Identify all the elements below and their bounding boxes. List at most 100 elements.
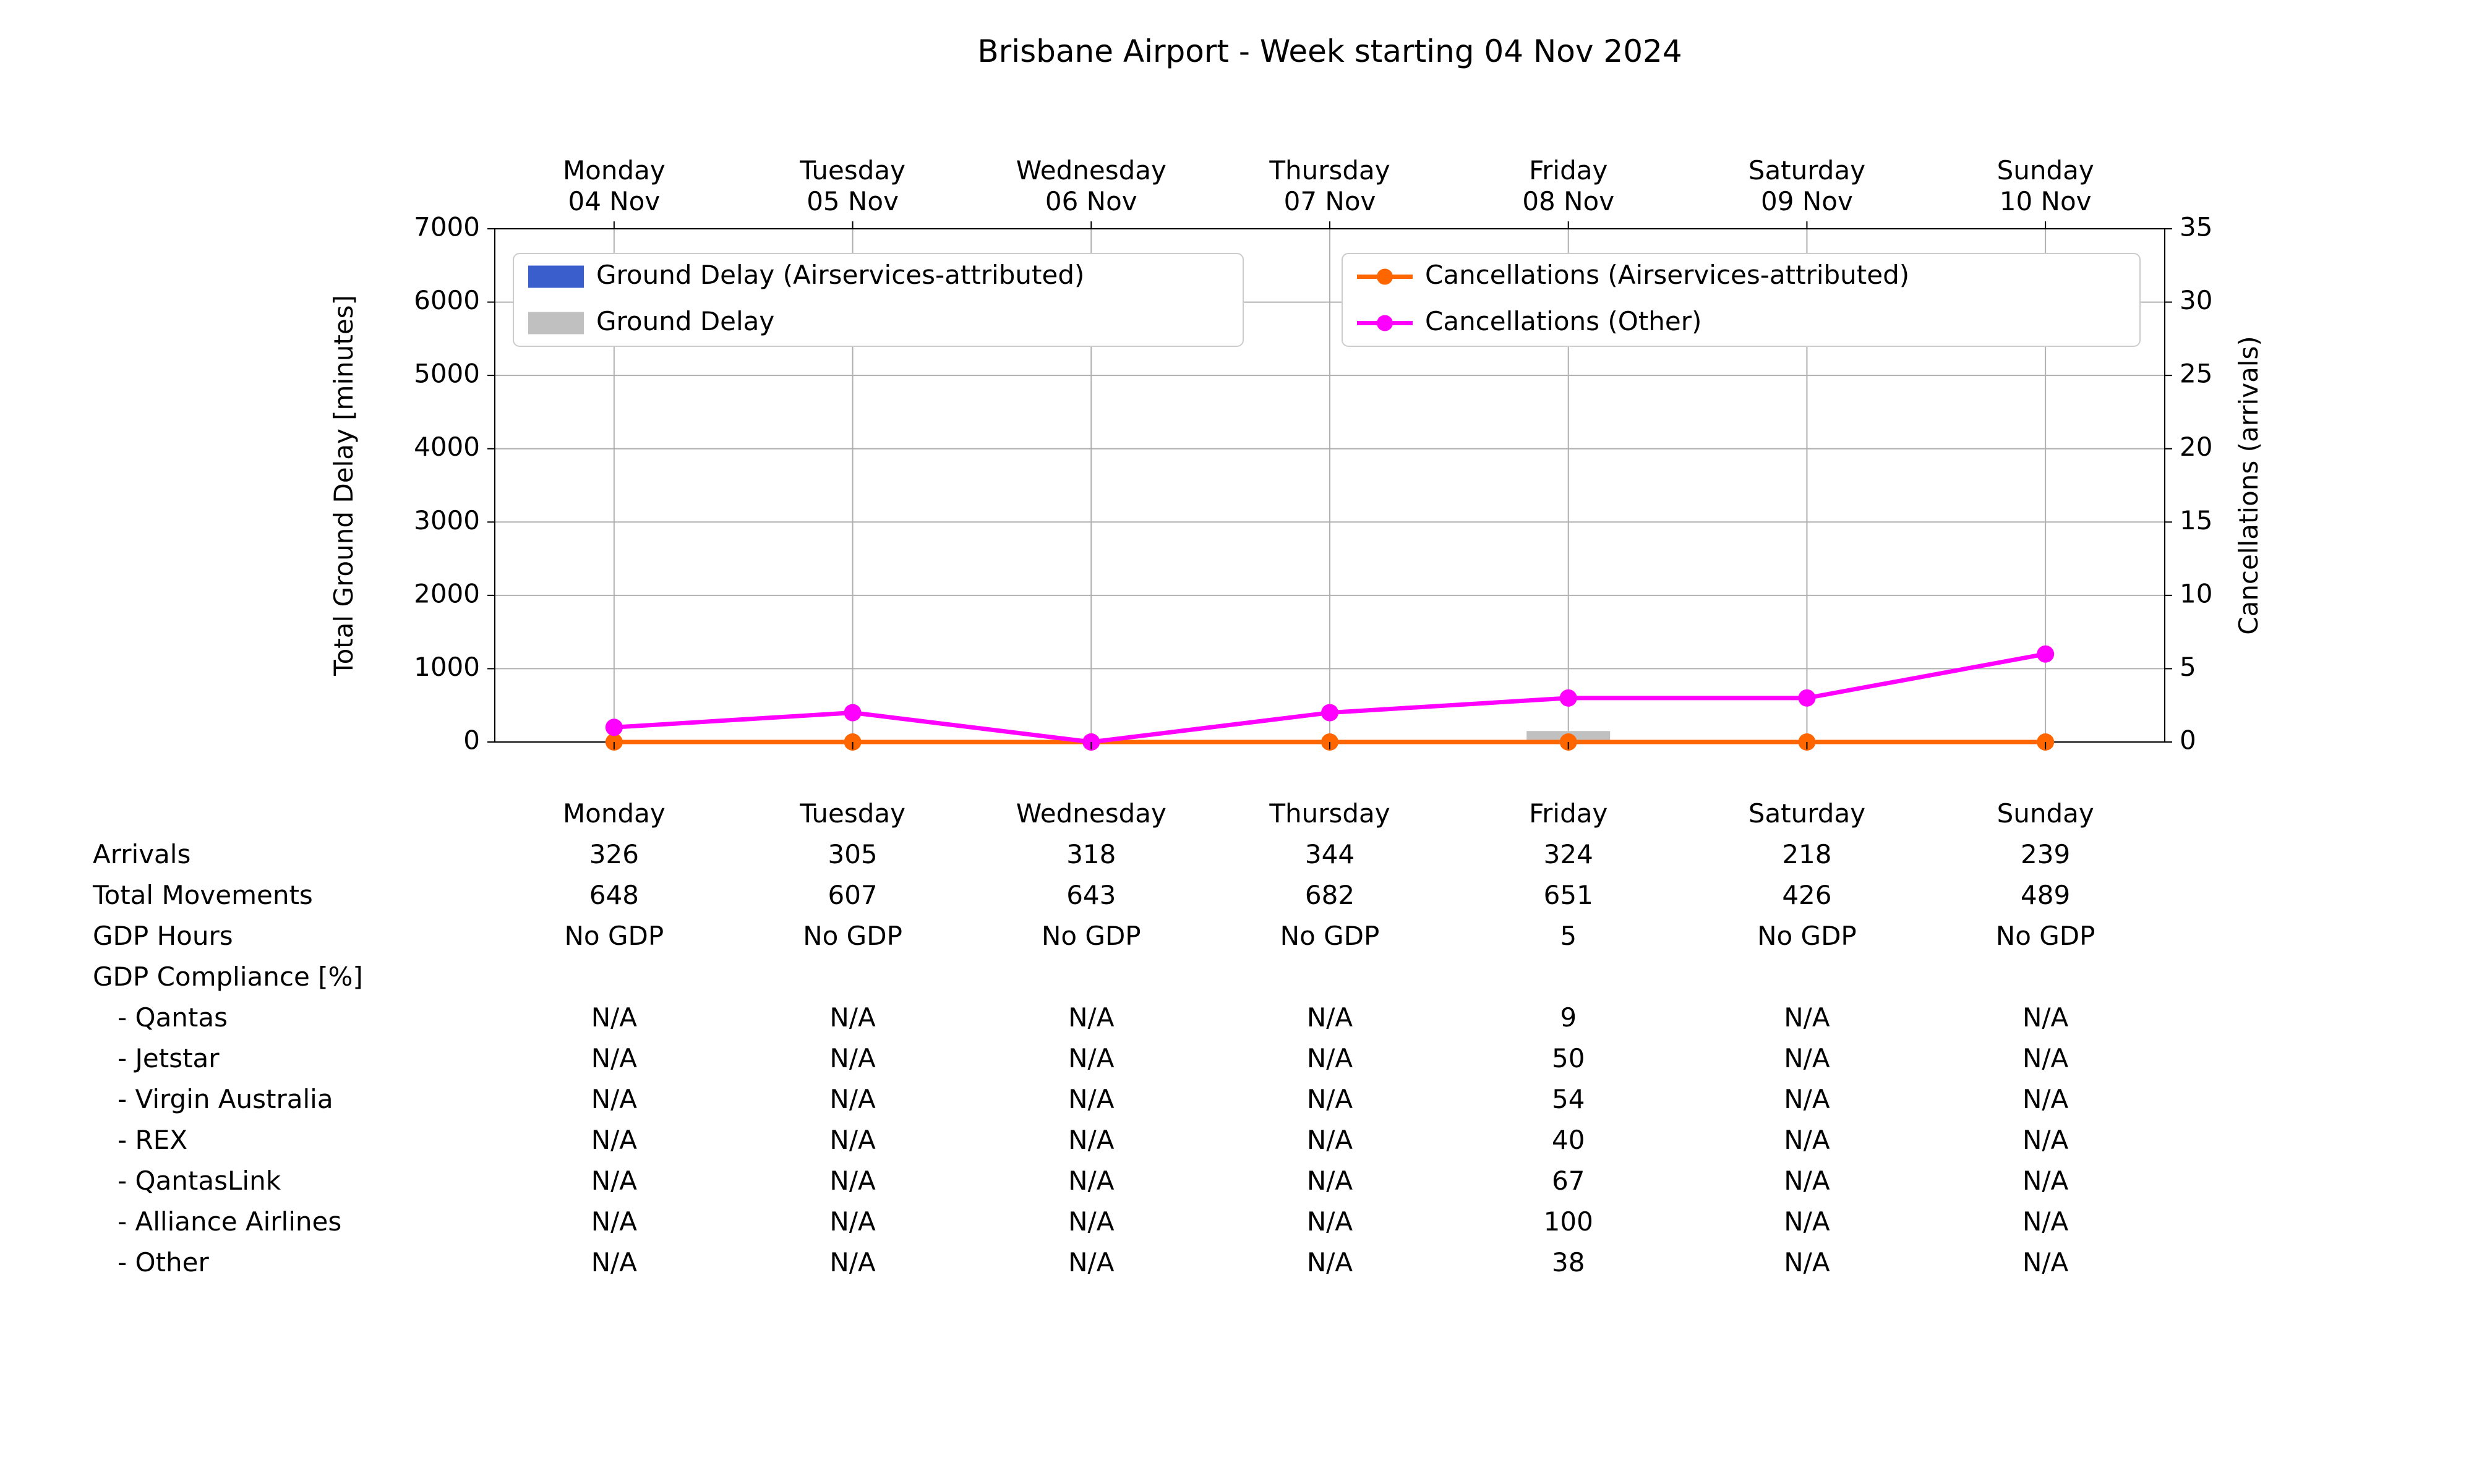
table-cell: 239 [2021,839,2070,869]
table-cell: N/A [591,1166,638,1196]
yticklabel-left: 0 [463,725,480,756]
ylabel-left: Total Ground Delay [minutes] [328,295,359,676]
table-row-label: - Virgin Australia [118,1084,333,1114]
table-cell: N/A [591,1125,638,1155]
table-cell: N/A [1068,1125,1115,1155]
table-header-cell: Thursday [1269,798,1390,829]
yticklabel-right: 15 [2180,505,2212,535]
table-cell: 426 [1782,880,1831,910]
table-cell: 40 [1552,1125,1585,1155]
table-header-cell: Saturday [1748,798,1865,829]
table-cell: N/A [2022,1247,2069,1277]
yticklabel-right: 30 [2180,285,2212,315]
table-row-label: - QantasLink [118,1166,281,1196]
cancel-other-marker [844,704,862,722]
table-cell: N/A [1784,1166,1830,1196]
xticklabel-top-line2: 08 Nov [1522,186,1614,216]
cancel-other-marker [1560,689,1577,707]
table-cell: N/A [2022,1166,2069,1196]
table-cell: N/A [2022,1043,2069,1073]
table-cell: 326 [589,839,639,869]
table-cell: 318 [1066,839,1116,869]
table-header-cell: Friday [1529,798,1607,829]
table-row-label: GDP Compliance [%] [93,962,363,992]
table-cell: 682 [1305,880,1355,910]
table-cell: 651 [1544,880,1593,910]
table-cell: N/A [1784,1043,1830,1073]
table-cell: 643 [1066,880,1116,910]
cancel-other-marker [606,719,623,736]
figure-svg: Brisbane Airport - Week starting 04 Nov … [0,0,2474,1484]
legend-marker [1377,269,1393,285]
table-cell: N/A [1068,1206,1115,1237]
table-cell: N/A [829,1166,876,1196]
legend-swatch-bar [528,266,584,288]
xticklabel-top-line2: 09 Nov [1761,186,1853,216]
table-cell: N/A [829,1125,876,1155]
yticklabel-right: 0 [2180,725,2196,756]
table-cell: N/A [1307,1002,1353,1033]
table-cell: N/A [829,1206,876,1237]
xticklabel-top-line1: Thursday [1269,155,1390,186]
yticklabel-right: 35 [2180,212,2212,242]
legend-label: Cancellations (Other) [1425,306,1701,336]
yticklabel-left: 3000 [414,505,480,535]
xticklabel-top-line1: Sunday [1997,155,2094,186]
table-row-label: - Other [118,1247,209,1277]
table-row-label: - Alliance Airlines [118,1206,341,1237]
table-cell: 344 [1305,839,1355,869]
chart-title: Brisbane Airport - Week starting 04 Nov … [977,33,1682,69]
table-cell: N/A [1068,1002,1115,1033]
figure-container: Brisbane Airport - Week starting 04 Nov … [0,0,2474,1484]
table-row-label: GDP Hours [93,921,233,951]
table-cell: N/A [1307,1084,1353,1114]
cancel-other-marker [2037,646,2054,663]
table-cell: N/A [1784,1206,1830,1237]
xticklabel-top-line2: 04 Nov [568,186,660,216]
table-cell: N/A [2022,1084,2069,1114]
xticklabel-top-line1: Monday [563,155,666,186]
table-cell: N/A [1307,1043,1353,1073]
table-cell: N/A [2022,1206,2069,1237]
table-cell: N/A [1784,1247,1830,1277]
cancel-other-marker [1321,704,1338,722]
xticklabel-top-line2: 05 Nov [807,186,899,216]
table-cell: N/A [1068,1247,1115,1277]
yticklabel-left: 1000 [414,652,480,682]
yticklabel-right: 5 [2180,652,2196,682]
yticklabel-left: 6000 [414,285,480,315]
table-cell: N/A [1784,1084,1830,1114]
table-cell: N/A [2022,1125,2069,1155]
cancel-other-marker [1798,689,1815,707]
table-header-cell: Sunday [1997,798,2094,829]
legend-label: Ground Delay [596,306,774,336]
yticklabel-left: 7000 [414,212,480,242]
table-cell: 67 [1552,1166,1585,1196]
table-cell: 489 [2021,880,2070,910]
table-cell: No GDP [1757,921,1857,951]
table-cell: 218 [1782,839,1831,869]
xticklabel-top-line1: Friday [1529,155,1607,186]
table-cell: N/A [1784,1002,1830,1033]
table-cell: 38 [1552,1247,1585,1277]
table-row-label: - REX [118,1125,187,1155]
yticklabel-right: 25 [2180,359,2212,389]
table-cell: 607 [828,880,877,910]
xticklabel-top-line1: Tuesday [799,155,905,186]
table-row-label: Total Movements [92,880,313,910]
table-cell: N/A [1068,1166,1115,1196]
table-cell: N/A [591,1247,638,1277]
table-cell: No GDP [565,921,664,951]
table-cell: 324 [1544,839,1593,869]
yticklabel-left: 5000 [414,359,480,389]
table-row-label: - Jetstar [118,1043,220,1073]
xticklabel-top-line2: 10 Nov [2000,186,2092,216]
table-header-cell: Tuesday [799,798,905,829]
table-cell: No GDP [803,921,902,951]
xticklabel-top-line2: 06 Nov [1045,186,1137,216]
table-cell: N/A [829,1002,876,1033]
table-cell: N/A [1307,1166,1353,1196]
legend-marker [1377,315,1393,331]
yticklabel-right: 10 [2180,578,2212,608]
table-cell: 305 [828,839,877,869]
